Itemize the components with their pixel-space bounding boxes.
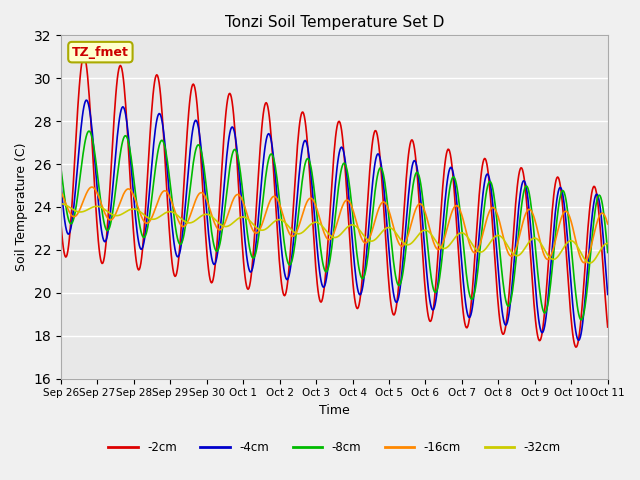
Title: Tonzi Soil Temperature Set D: Tonzi Soil Temperature Set D [225, 15, 444, 30]
X-axis label: Time: Time [319, 404, 349, 417]
Text: TZ_fmet: TZ_fmet [72, 46, 129, 59]
Y-axis label: Soil Temperature (C): Soil Temperature (C) [15, 143, 28, 271]
Legend: -2cm, -4cm, -8cm, -16cm, -32cm: -2cm, -4cm, -8cm, -16cm, -32cm [103, 436, 566, 458]
